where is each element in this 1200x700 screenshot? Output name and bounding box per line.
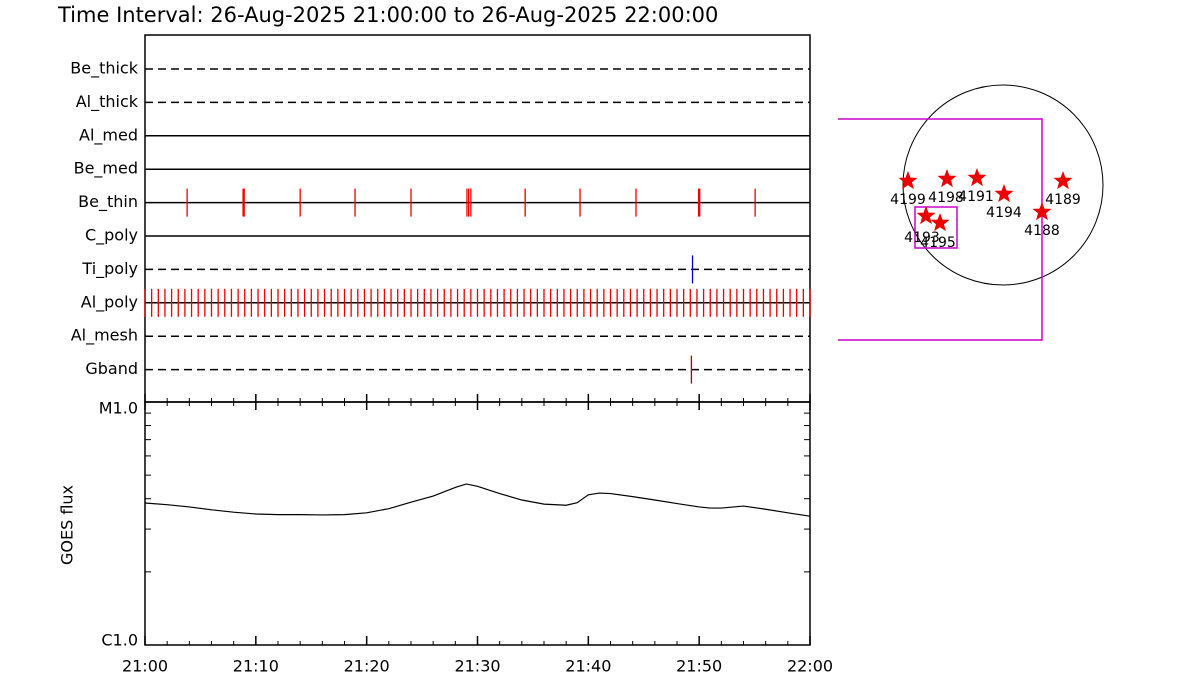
x-tick-label: 21:50 — [676, 657, 722, 676]
region-label: 4198 — [928, 190, 964, 206]
title: Time Interval: 26-Aug-2025 21:00:00 to 2… — [57, 3, 718, 27]
y-tick-label: C1.0 — [101, 631, 138, 650]
timeline-frame — [144, 34, 811, 403]
goes-frame — [144, 401, 811, 646]
region-label: 4199 — [890, 192, 926, 208]
channel-label: Be_med — [74, 159, 138, 179]
y-axis-label: GOES flux — [58, 485, 77, 565]
channel-label: Ti_poly — [81, 259, 138, 279]
region-star — [916, 206, 936, 225]
x-tick-label: 21:30 — [454, 657, 500, 676]
region-star — [1032, 202, 1052, 221]
channel-label: Al_mesh — [71, 326, 138, 346]
channel-label: Al_thick — [76, 92, 139, 112]
channel-label: Gband — [85, 359, 138, 378]
channel-label: Be_thick — [70, 59, 138, 79]
region-label: 4188 — [1024, 223, 1060, 239]
channel-label: Al_med — [79, 125, 138, 145]
fov-small — [914, 206, 958, 249]
x-tick-label: 21:00 — [122, 657, 168, 676]
y-tick-label: M1.0 — [99, 399, 138, 418]
x-tick-label: 21:20 — [344, 657, 390, 676]
region-label: 4191 — [958, 189, 994, 205]
channel-label: Be_thin — [78, 192, 138, 212]
region-star — [930, 213, 950, 232]
x-tick-label: 21:40 — [565, 657, 611, 676]
region-star — [937, 169, 957, 188]
solar-disk — [902, 84, 1104, 286]
region-star — [967, 168, 987, 187]
region-star — [994, 184, 1014, 203]
channel-label: C_poly — [85, 226, 138, 246]
channel-label: Al_poly — [81, 292, 138, 312]
fov-box — [838, 118, 1043, 341]
region-label: 4189 — [1045, 192, 1081, 208]
region-label: 4194 — [986, 205, 1022, 221]
x-tick-label: 22:00 — [787, 657, 833, 676]
goes-curve — [144, 483, 811, 517]
region-star — [898, 171, 918, 190]
region-star — [1053, 171, 1073, 190]
region-label: 4195 — [920, 235, 956, 251]
region-label: 4193 — [904, 230, 940, 246]
x-tick-label: 21:10 — [233, 657, 279, 676]
